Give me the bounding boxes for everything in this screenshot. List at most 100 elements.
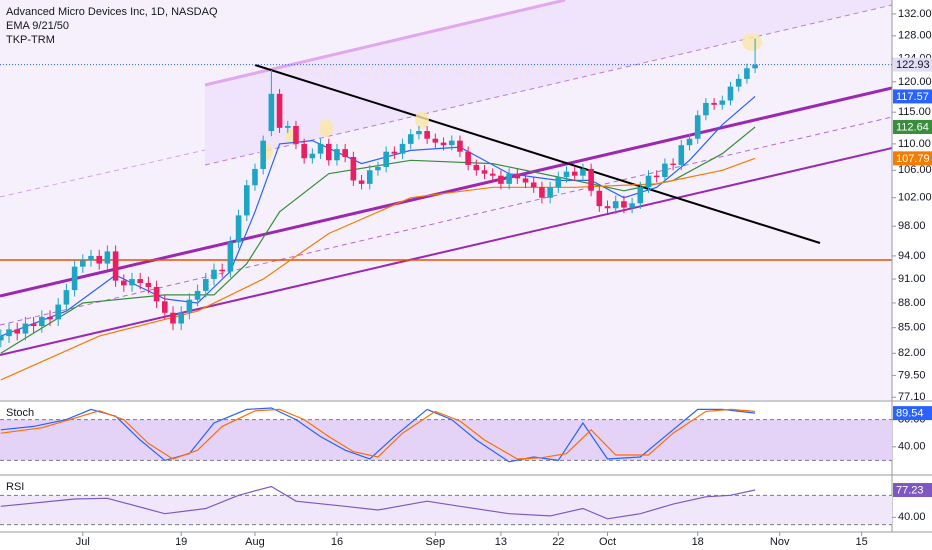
panel-title: RSI [6, 481, 24, 493]
candle-body [711, 102, 717, 105]
candle-body [88, 255, 94, 261]
candle-body [129, 279, 135, 286]
candle-body [366, 170, 373, 184]
y-tick-label: 79.50 [898, 369, 926, 381]
candle-body [202, 279, 209, 291]
candle-body [399, 143, 406, 154]
x-tick-label: 22 [552, 536, 564, 548]
price-label: 117.57 [896, 91, 929, 103]
candle-body [440, 142, 447, 146]
candle-body [120, 280, 127, 286]
candle-body [342, 149, 348, 157]
candle-body [375, 166, 381, 171]
y-tick-label: 88.00 [898, 297, 926, 309]
trend-line [0, 149, 206, 198]
trend-line [204, 0, 566, 87]
candle-body [629, 203, 635, 208]
candle-body [55, 304, 62, 320]
candle-body [506, 173, 512, 184]
x-tick-label: 15 [856, 536, 868, 548]
y-tick-label: 120.00 [898, 76, 932, 88]
y-tick-label: 106.00 [898, 164, 932, 176]
y-tick-label: 40.00 [898, 511, 926, 523]
candle-body [719, 100, 726, 105]
candle-body [407, 134, 414, 144]
candle-body [694, 115, 701, 139]
x-tick-label: Sep [426, 536, 446, 548]
candle-body [47, 316, 53, 320]
candle-body [39, 316, 45, 327]
candle-body [284, 125, 291, 128]
candle-body [227, 242, 234, 272]
trend-line [204, 4, 893, 166]
candle-body [432, 138, 439, 143]
candle-body [416, 131, 422, 135]
y-tick-label: 128.00 [898, 30, 932, 42]
trend-line [0, 86, 893, 298]
y-tick-label: 85.00 [898, 322, 926, 334]
candle-body [637, 187, 644, 204]
candle-body [465, 151, 471, 165]
indicator-label: EMA 9/21/50 [6, 20, 69, 32]
candle-body [752, 64, 758, 69]
y-tick-label: 115.00 [898, 106, 931, 118]
candle-body [530, 182, 537, 188]
candle-body [448, 140, 455, 146]
candle-body [170, 312, 176, 324]
candle-body [670, 163, 676, 165]
price-label: 89.54 [896, 408, 924, 420]
y-tick-label: 91.00 [898, 273, 926, 285]
candle-body [325, 143, 332, 161]
candle-body [604, 206, 611, 209]
candle-body [514, 173, 521, 179]
price-label-box [893, 57, 932, 72]
candle-body [588, 168, 594, 191]
candle-body [317, 143, 324, 154]
indicator-line [0, 157, 756, 381]
highlight [742, 33, 762, 51]
candle-body [612, 201, 619, 209]
y-tick-label: 98.00 [898, 220, 926, 232]
candle-body [555, 177, 562, 188]
candle-body [744, 68, 750, 79]
candle-body [735, 78, 742, 87]
candle-body [571, 171, 578, 176]
candle-body [457, 140, 463, 152]
candle-body [350, 156, 357, 181]
y-tick-label: 94.00 [898, 250, 926, 262]
candle-body [662, 163, 668, 178]
trend-line [254, 64, 821, 244]
candle-body [268, 93, 275, 132]
candle-body [71, 266, 78, 291]
candle-body [276, 93, 283, 128]
candle-body [580, 168, 586, 176]
candle-body [0, 336, 4, 341]
candle-body [678, 145, 685, 165]
candle-body [80, 260, 86, 267]
candle-body [727, 86, 734, 101]
candle-body [211, 269, 217, 280]
price-label: 112.64 [896, 121, 929, 133]
candle-body [219, 269, 225, 272]
candle-body [6, 329, 12, 337]
x-tick-label: 19 [175, 536, 187, 548]
candle-body [686, 138, 693, 146]
candle-body [153, 286, 160, 302]
chart-title: Advanced Micro Devices Inc, 1D, NASDAQ [6, 6, 218, 18]
candle-body [14, 329, 21, 334]
candle-body [194, 290, 201, 300]
x-tick-label: Oct [599, 536, 616, 548]
price-label-box [893, 89, 932, 104]
candle-body [178, 312, 184, 324]
candle-body [645, 175, 652, 188]
candle-body [358, 180, 365, 184]
candle-body [596, 190, 603, 207]
x-tick-label: Aug [245, 536, 265, 548]
band-fill [0, 495, 892, 525]
price-label: 107.79 [896, 153, 930, 165]
candle-body [563, 171, 570, 178]
candle-body [522, 178, 529, 183]
candle-body [235, 215, 242, 243]
candle-body [621, 201, 627, 208]
